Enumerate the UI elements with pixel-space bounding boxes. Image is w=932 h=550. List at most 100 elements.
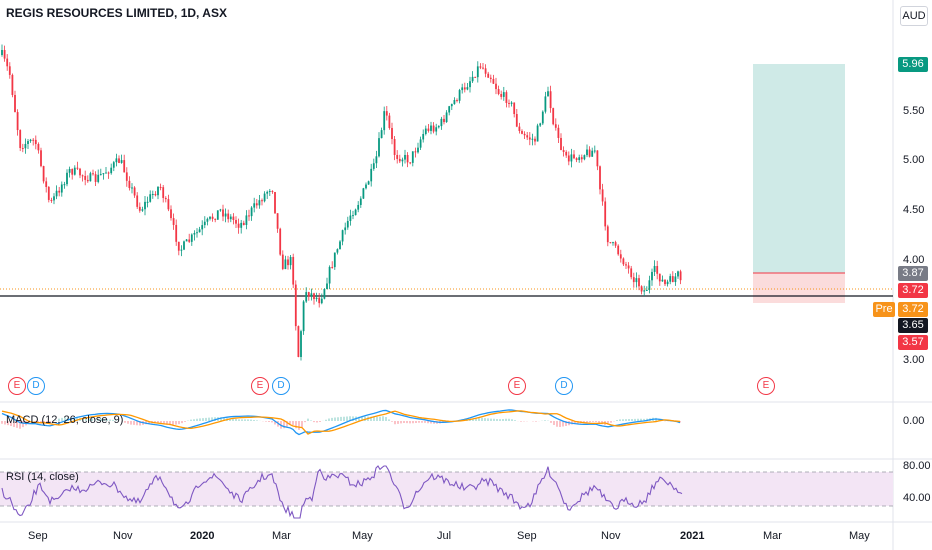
rsi-legend[interactable]: RSI (14, close): [6, 471, 79, 483]
candle-body: [630, 268, 633, 278]
candle-body: [224, 213, 227, 217]
candle-body: [518, 126, 521, 131]
candle-body: [149, 194, 152, 202]
time-tick: 2021: [680, 530, 705, 542]
candle-body: [242, 222, 245, 226]
macd-legend[interactable]: MACD (12, 26, close, 9): [6, 414, 124, 426]
time-tick: Sep: [28, 530, 48, 542]
candle-body: [157, 186, 159, 196]
candle-body: [32, 139, 35, 141]
candle-body: [422, 133, 425, 140]
candle-body: [45, 181, 48, 187]
candle-body: [536, 125, 539, 142]
dividend-event-icon[interactable]: D: [272, 377, 290, 395]
candle-body: [417, 147, 419, 153]
candle-body: [583, 155, 586, 160]
candle-body: [612, 242, 614, 244]
candle-body: [492, 78, 495, 84]
candle-body: [47, 186, 50, 200]
candle-body: [29, 139, 32, 142]
candle-body: [131, 187, 133, 189]
dividend-event-icon[interactable]: D: [27, 377, 45, 395]
currency-button[interactable]: AUD: [900, 6, 928, 26]
candle-body: [128, 180, 131, 189]
candle-body: [448, 106, 451, 113]
candle-body: [328, 266, 331, 284]
candle-body: [183, 241, 185, 250]
candle-body: [547, 91, 549, 97]
candle-body: [365, 184, 367, 189]
candle-body: [482, 67, 484, 69]
candle-body: [232, 216, 235, 220]
earnings-event-icon[interactable]: E: [508, 377, 526, 395]
candle-body: [677, 271, 679, 277]
candle-body: [8, 66, 11, 75]
candle-body: [266, 191, 269, 194]
candle-body: [297, 326, 300, 357]
candle-body: [674, 276, 677, 283]
candle-body: [146, 201, 149, 203]
earnings-event-icon[interactable]: E: [8, 377, 26, 395]
candle-body: [170, 209, 172, 219]
candle-body: [154, 193, 157, 196]
candle-body: [68, 169, 71, 173]
candle-body: [664, 279, 666, 285]
candle-body: [214, 218, 217, 220]
candle-body: [404, 154, 406, 160]
candle-body: [281, 254, 284, 270]
candle-body: [367, 181, 370, 185]
candle-body: [599, 166, 601, 190]
price-tick: 3.00: [903, 354, 925, 366]
earnings-event-icon[interactable]: E: [757, 377, 775, 395]
candle-body: [671, 276, 674, 283]
timeframe[interactable]: 1D: [180, 6, 197, 20]
candle-body: [557, 127, 560, 138]
dividend-event-icon[interactable]: D: [555, 377, 573, 395]
candle-body: [497, 89, 500, 94]
candle-body: [284, 259, 287, 270]
candle-body: [294, 284, 297, 327]
candle-body: [544, 96, 547, 112]
candle-body: [206, 218, 209, 222]
candle-body: [1, 50, 3, 55]
candle-body: [432, 125, 435, 132]
candle-body: [617, 245, 620, 255]
last-price-tag: 3.72: [898, 283, 928, 298]
candle-body: [112, 162, 115, 168]
candle-body: [596, 150, 599, 167]
candle-body: [549, 91, 552, 109]
candle-body: [658, 273, 661, 282]
candle-body: [99, 174, 102, 176]
candle-body: [255, 203, 258, 206]
candle-body: [164, 197, 167, 200]
candle-body: [385, 111, 388, 116]
candle-body: [159, 186, 162, 188]
candle-body: [341, 230, 344, 242]
candle-body: [450, 104, 453, 107]
rsi-axis-lower: 40.00: [903, 492, 931, 504]
candle-body: [180, 249, 183, 251]
candle-body: [58, 190, 61, 193]
candle-body: [300, 331, 302, 357]
signal-line: [1, 410, 681, 435]
time-tick: Mar: [272, 530, 291, 542]
candle-body: [110, 167, 113, 174]
earnings-event-icon[interactable]: E: [251, 377, 269, 395]
time-tick: Nov: [113, 530, 133, 542]
candle-body: [528, 137, 531, 140]
pre-market-price-tag: 3.72: [898, 302, 928, 317]
candle-body: [474, 76, 477, 78]
candle-body: [102, 173, 105, 175]
candle-body: [125, 172, 128, 181]
time-tick: May: [352, 530, 373, 542]
candle-body: [188, 239, 191, 242]
candle-body: [190, 234, 193, 242]
time-tick: May: [849, 530, 870, 542]
candle-body: [63, 184, 66, 186]
candle-body: [323, 288, 326, 299]
candle-body: [471, 76, 474, 82]
candle-body: [227, 213, 230, 220]
candle-body: [71, 169, 74, 175]
candle-body: [253, 203, 256, 208]
